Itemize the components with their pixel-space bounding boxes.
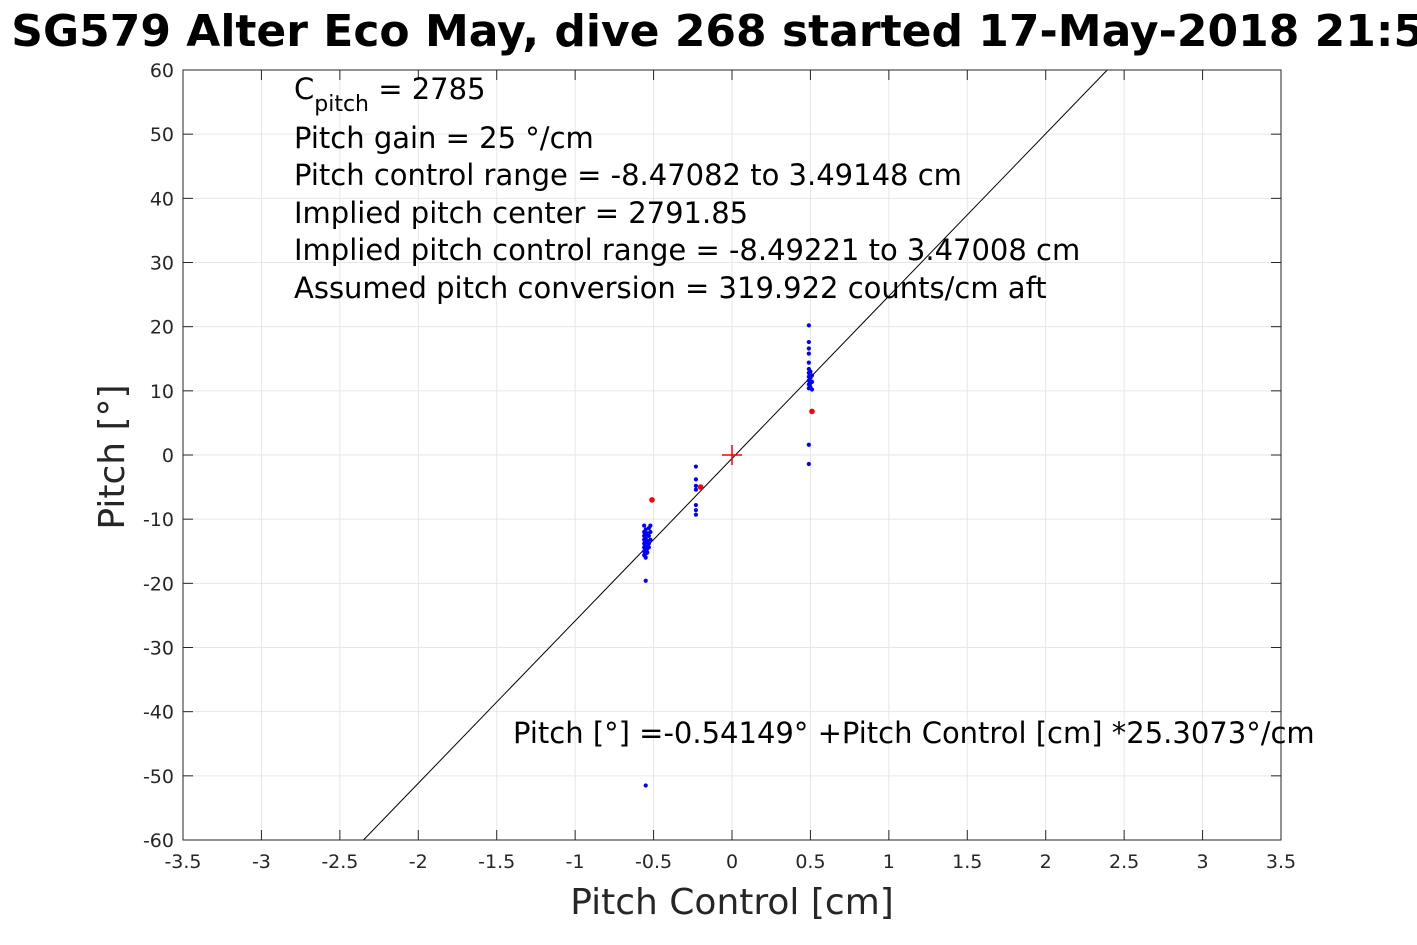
y-tick-label: 10 — [150, 381, 174, 403]
blue-data-point — [648, 523, 653, 528]
y-tick-label: -30 — [143, 638, 174, 660]
x-tick-labels: -3.5 -3 -2.5 -2 -1.5 -1 -0.5 0 0.5 1 1.5 2 2.5 3 3.5 — [164, 851, 1296, 873]
chart-title: SG579 Alter Eco May, dive 268 started 17… — [11, 6, 1417, 57]
c-pitch-subscript: pitch — [314, 92, 369, 117]
y-tick-label: 30 — [150, 253, 174, 275]
blue-data-point — [806, 323, 811, 328]
x-tick-label: -3.5 — [164, 851, 201, 873]
blue-data-point — [642, 523, 647, 528]
blue-data-point — [693, 502, 699, 508]
red-data-point — [697, 484, 704, 490]
annotation-implied-control-range: Implied pitch control range = -8.49221 t… — [294, 233, 1080, 267]
blue-data-point — [693, 477, 699, 482]
y-tick-label: -20 — [143, 573, 174, 595]
y-tick-label: 60 — [150, 60, 174, 82]
annotation-pitch-conversion: Assumed pitch conversion = 319.922 count… — [294, 271, 1047, 305]
blue-data-point — [643, 527, 648, 532]
blue-data-point — [806, 346, 811, 351]
x-tick-label: 3.5 — [1266, 851, 1296, 873]
y-tick-label: -50 — [143, 766, 174, 788]
annotation-implied-pitch-center: Implied pitch center = 2791.85 — [294, 196, 748, 230]
c-pitch-annotation: Cpitch = 2785 — [294, 72, 486, 117]
blue-data-point — [648, 537, 653, 542]
blue-data-point — [808, 369, 813, 374]
data-points — [642, 323, 815, 788]
x-tick-label: 1 — [883, 851, 895, 873]
x-tick-label: -2.5 — [321, 851, 358, 873]
blue-data-point — [643, 783, 648, 788]
x-tick-label: 1.5 — [952, 851, 982, 873]
x-tick-label: -0.5 — [635, 851, 672, 873]
fit-equation: Pitch [°] =-0.54149° +Pitch Control [cm]… — [513, 716, 1315, 750]
c-pitch-symbol: C — [294, 72, 314, 106]
y-tick-label: 50 — [150, 124, 174, 146]
blue-data-point — [693, 487, 699, 492]
y-tick-label: -10 — [143, 509, 174, 531]
y-tick-label: 40 — [150, 188, 174, 210]
blue-data-point — [643, 578, 648, 583]
annotation-pitch-gain: Pitch gain = 25 °/cm — [294, 121, 594, 155]
blue-data-point — [806, 360, 811, 365]
blue-data-point — [646, 541, 651, 546]
blue-data-point — [806, 339, 811, 345]
blue-data-point — [806, 442, 811, 447]
x-tick-label: -1.5 — [478, 851, 515, 873]
x-axis-label: Pitch Control [cm] — [570, 882, 894, 923]
blue-data-point — [809, 379, 815, 384]
blue-data-point — [646, 545, 651, 550]
blue-data-point — [646, 533, 651, 538]
blue-data-point — [693, 512, 699, 517]
blue-data-point — [806, 461, 811, 467]
blue-data-point — [645, 550, 650, 555]
y-tick-label: -40 — [143, 702, 174, 724]
red-data-point — [649, 497, 655, 503]
blue-data-point — [806, 351, 811, 356]
blue-data-point — [643, 555, 648, 560]
blue-data-point — [693, 508, 699, 513]
y-axis-label: Pitch [°] — [92, 384, 133, 529]
y-tick-labels: 60 50 40 30 20 10 0 -10 -20 -30 -40 -50 -60 — [143, 60, 174, 852]
y-tick-label: 0 — [162, 445, 174, 467]
blue-data-point — [648, 529, 653, 535]
red-data-point — [809, 408, 815, 415]
x-tick-label: -1 — [566, 851, 585, 873]
y-tick-label: -60 — [143, 830, 174, 852]
c-pitch-value: = 2785 — [369, 72, 486, 106]
x-tick-label: 3 — [1197, 851, 1209, 873]
annotation-pitch-control-range: Pitch control range = -8.47082 to 3.4914… — [294, 158, 962, 192]
tick-marks — [182, 69, 1282, 841]
blue-data-point — [693, 464, 699, 469]
x-tick-label: 2 — [1040, 851, 1052, 873]
x-tick-label: -3 — [252, 851, 271, 873]
center-marker-group — [722, 445, 742, 465]
y-tick-label: 20 — [150, 317, 174, 339]
blue-data-point — [809, 373, 815, 378]
blue-data-point — [809, 387, 815, 392]
blue-data-point — [693, 483, 699, 488]
x-tick-label: 2.5 — [1109, 851, 1139, 873]
x-tick-label: 0.5 — [795, 851, 825, 873]
x-tick-label: 0 — [726, 851, 738, 873]
x-tick-label: -2 — [409, 851, 428, 873]
